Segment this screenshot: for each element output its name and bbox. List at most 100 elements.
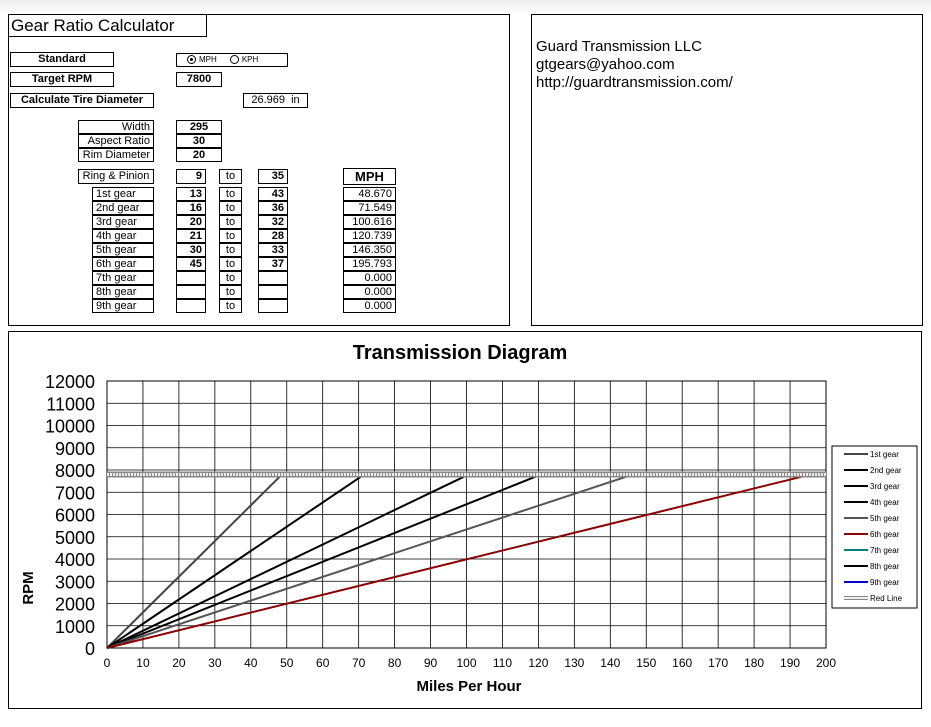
- y-tick-label: 3000: [55, 572, 95, 592]
- series-line-5: [106, 473, 634, 649]
- x-tick-label: 190: [780, 656, 800, 670]
- series-line-3: [106, 473, 470, 649]
- y-tick-label: 2000: [55, 595, 95, 615]
- x-tick-label: 50: [280, 656, 294, 670]
- aspect-ratio-input[interactable]: 30: [176, 134, 222, 148]
- gear-input-a[interactable]: 30: [176, 243, 206, 257]
- units-selector[interactable]: MPH KPH: [176, 53, 288, 67]
- y-tick-label: 12000: [45, 372, 95, 392]
- gear-input-a[interactable]: [176, 285, 206, 299]
- gear-to-label: to: [219, 271, 242, 285]
- legend-label: Red Line: [870, 594, 903, 603]
- x-tick-label: 160: [672, 656, 692, 670]
- x-tick-label: 80: [388, 656, 402, 670]
- x-tick-label: 200: [816, 656, 836, 670]
- x-tick-label: 180: [744, 656, 764, 670]
- company-email[interactable]: gtgears@yahoo.com: [536, 56, 675, 73]
- width-input[interactable]: 295: [176, 120, 222, 134]
- rim-diameter-input[interactable]: 20: [176, 148, 222, 162]
- gear-input-b[interactable]: 33: [258, 243, 288, 257]
- ring-pinion-label: Ring & Pinion: [78, 169, 154, 184]
- gear-to-label: to: [219, 229, 242, 243]
- series-line-4: [106, 473, 542, 649]
- gear-input-b[interactable]: 37: [258, 257, 288, 271]
- gear-input-a[interactable]: 16: [176, 201, 206, 215]
- legend-label: 3rd gear: [870, 482, 900, 491]
- gear-to-label: to: [219, 215, 242, 229]
- x-tick-label: 10: [136, 656, 150, 670]
- gear-input-a[interactable]: 21: [176, 229, 206, 243]
- x-tick-label: 100: [456, 656, 476, 670]
- y-axis-label: RPM: [20, 571, 37, 604]
- gear-input-b[interactable]: 32: [258, 215, 288, 229]
- gear-input-a[interactable]: 20: [176, 215, 206, 229]
- gear-label: 2nd gear: [92, 201, 154, 215]
- x-tick-label: 60: [316, 656, 330, 670]
- gear-input-a[interactable]: 45: [176, 257, 206, 271]
- gear-to-label: to: [219, 285, 242, 299]
- mph-radio[interactable]: [187, 54, 196, 64]
- legend-label: 1st gear: [870, 450, 899, 459]
- speed-column-header: MPH: [343, 168, 396, 185]
- gear-label: 4th gear: [92, 229, 154, 243]
- width-label: Width: [78, 120, 154, 134]
- gear-speed-value: 0.000: [343, 285, 396, 299]
- y-tick-label: 0: [85, 639, 95, 659]
- rim-diameter-label: Rim Diameter: [78, 148, 154, 162]
- gear-speed-value: 0.000: [343, 299, 396, 313]
- target-rpm-label: Target RPM: [10, 72, 114, 87]
- legend-label: 8th gear: [870, 562, 900, 571]
- y-tick-label: 7000: [55, 483, 95, 503]
- series-line-1: [106, 473, 283, 649]
- gear-input-b[interactable]: [258, 271, 288, 285]
- gear-input-b[interactable]: [258, 299, 288, 313]
- gear-label: 1st gear: [92, 187, 154, 201]
- tire-diameter-label: Calculate Tire Diameter: [10, 93, 154, 108]
- target-rpm-input[interactable]: 7800: [176, 72, 222, 87]
- gear-input-b[interactable]: 36: [258, 201, 288, 215]
- ring-pinion-to-label: to: [219, 169, 242, 184]
- y-tick-label: 9000: [55, 439, 95, 459]
- kph-radio[interactable]: [229, 54, 239, 64]
- aspect-ratio-label: Aspect Ratio: [78, 134, 154, 148]
- y-tick-label: 4000: [55, 550, 95, 570]
- legend-label: 4th gear: [870, 498, 900, 507]
- gear-label: 3rd gear: [92, 215, 154, 229]
- chart-title: Transmission Diagram: [353, 342, 568, 364]
- company-url-link[interactable]: http://guardtransmission.com/: [536, 74, 733, 91]
- gear-to-label: to: [219, 299, 242, 313]
- x-tick-label: 0: [104, 656, 111, 670]
- gear-speed-value: 48.670: [343, 187, 396, 201]
- x-tick-label: 40: [244, 656, 258, 670]
- calculator-title: Gear Ratio Calculator: [8, 14, 207, 37]
- gear-speed-value: 71.549: [343, 201, 396, 215]
- x-tick-label: 170: [708, 656, 728, 670]
- standard-label: Standard: [10, 52, 114, 67]
- legend-label: 7th gear: [870, 546, 900, 555]
- series-line-2: [106, 473, 365, 649]
- y-tick-label: 8000: [55, 461, 95, 481]
- gear-input-b[interactable]: [258, 285, 288, 299]
- y-tick-label: 6000: [55, 506, 95, 526]
- gear-label: 6th gear: [92, 257, 154, 271]
- gear-input-a[interactable]: 13: [176, 187, 206, 201]
- gear-to-label: to: [219, 243, 242, 257]
- legend-label: 5th gear: [870, 514, 900, 523]
- gear-input-b[interactable]: 28: [258, 229, 288, 243]
- gear-input-b[interactable]: 43: [258, 187, 288, 201]
- legend-label: 9th gear: [870, 578, 900, 587]
- x-tick-label: 110: [493, 656, 512, 670]
- gear-speed-value: 100.616: [343, 215, 396, 229]
- ring-pinion-a-input[interactable]: 9: [176, 169, 206, 184]
- gear-to-label: to: [219, 187, 242, 201]
- tire-diameter-value: 26.969 in: [243, 93, 308, 108]
- x-tick-label: 150: [636, 656, 656, 670]
- company-name: Guard Transmission LLC: [536, 38, 702, 55]
- gear-speed-value: 120.739: [343, 229, 396, 243]
- gear-input-a[interactable]: [176, 299, 206, 313]
- ring-pinion-b-input[interactable]: 35: [258, 169, 288, 184]
- x-tick-label: 70: [352, 656, 366, 670]
- gear-label: 7th gear: [92, 271, 154, 285]
- gear-input-a[interactable]: [176, 271, 206, 285]
